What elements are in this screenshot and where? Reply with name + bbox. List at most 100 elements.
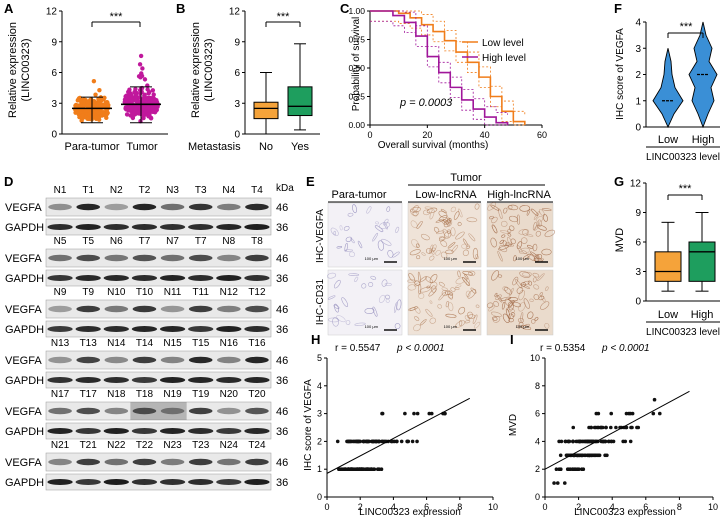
panel-i-point [571, 425, 576, 430]
panel-d-vegfa-band [132, 305, 157, 313]
panel-d-lane-label: N2 [110, 185, 123, 196]
panel-e-tissue-mark [487, 202, 496, 211]
panel-e-tissue-mark [352, 204, 357, 214]
panel-i-point [657, 411, 662, 416]
panel-i-axes: 0 2 4 6 8 10 0 2 4 6 8 10 [530, 353, 718, 512]
panel-c-pvalue: p = 0.0003 [399, 97, 453, 109]
panel-a-point [76, 110, 82, 115]
panel-d-lane-label: N24 [220, 440, 239, 451]
panel-e-tissue-mark [450, 287, 456, 292]
panel-d-row-label-gapdh: GAPDH [5, 324, 44, 336]
panel-h-x-tick-label: 0 [324, 502, 329, 512]
panel-d-gapdh-band [244, 275, 270, 281]
panel-e-tissue-mark [497, 250, 503, 262]
panel-e-tissue-mark [538, 295, 545, 301]
panel-e-tissue-mark [333, 279, 341, 289]
panel-e-tissue-mark [492, 316, 498, 321]
panel-g-y-tick-label: 0 [635, 297, 641, 308]
panel-d-vegfa-band [188, 254, 213, 262]
panel-d-gapdh-band [244, 377, 270, 383]
panel-i-point [576, 439, 580, 444]
panel-e-tissue-mark [429, 300, 433, 304]
panel-d-lane-label: N3 [166, 185, 179, 196]
panel-e-tissue-mark [426, 285, 431, 289]
panel-e-tissue-mark [327, 295, 336, 300]
panel-d-lane-label: N12 [220, 287, 239, 298]
panel-e-tissue-mark [368, 282, 374, 287]
panel-e-tissue-mark [502, 286, 508, 291]
panel-h-point [337, 467, 341, 472]
panel-e-tissue-mark [381, 279, 388, 287]
panel-i-points [544, 390, 690, 485]
panel-e-tissue-mark [527, 311, 534, 320]
panel-e-tissue-mark [438, 236, 446, 240]
panel-f-y-tick-label: 4 [635, 18, 641, 29]
panel-a-point [140, 66, 145, 71]
panel-d-lane-label: T13 [80, 338, 98, 349]
panel-h-point [399, 439, 404, 444]
panel-e-tissue-mark [508, 318, 514, 323]
panel-i-point [555, 481, 560, 485]
panel-e-tissue-mark [508, 300, 515, 308]
panel-c-y-tick-label: 1.00 [348, 6, 365, 16]
panel-e-tissue-mark [332, 317, 339, 327]
panel-i-x-tick-label: 8 [677, 502, 682, 512]
panel-a-point [133, 106, 138, 112]
panel-d-lane-label: N14 [107, 338, 126, 349]
panel-d-vegfa-band [245, 305, 269, 313]
panel-e-tissue-mark [498, 208, 503, 220]
panel-h-point [339, 467, 344, 472]
panel-e-tissue-mark [465, 290, 471, 298]
panel-d-vegfa-band [217, 407, 241, 415]
panel-e-tissue-mark [341, 297, 349, 307]
panel-e-tissue-mark [533, 284, 540, 290]
panel-i-point [628, 439, 633, 444]
panel-d-gapdh-band [244, 428, 270, 434]
panel-e-tissue-mark [425, 248, 432, 254]
panel-d-lane-label: N8 [222, 236, 235, 247]
panel-i-x-tick-label: 4 [610, 502, 615, 512]
panel-e-tissue-mark [507, 236, 512, 246]
panel-e-tissue-mark [414, 280, 421, 286]
panel-d-lane-label: N22 [107, 440, 126, 451]
panel-d-lane-label: T4 [251, 185, 263, 196]
panel-e-tissue-mark [453, 211, 460, 220]
panel-a-point [138, 53, 144, 59]
panel-i-point [624, 411, 629, 416]
panel-h-axes: 0 1 2 3 4 5 0 2 4 6 8 10 [317, 353, 498, 512]
panel-a-point [146, 91, 151, 96]
panel-d-vegfa-band [76, 407, 100, 415]
panel-a-letter: A [4, 1, 14, 16]
panel-h-point [379, 467, 384, 472]
panel-e-tissue-mark [354, 322, 366, 326]
panel-a-point [150, 88, 156, 93]
panel-e-tissue-mark [510, 312, 516, 317]
panel-e-tissue-mark [384, 282, 392, 286]
panel-d-lane-label: N9 [54, 287, 67, 298]
panel-e-tissue-mark [468, 233, 476, 242]
panel-d-lane-label: T2 [139, 185, 151, 196]
panel-e-tissue-mark [490, 237, 497, 248]
panel-h-point [412, 411, 416, 416]
panel-h-p: p < 0.0001 [396, 343, 445, 354]
panel-d-gapdh-band [159, 428, 186, 434]
panel-e-tissue-mark [505, 242, 512, 247]
panel-e-tissue-mark [381, 238, 392, 246]
panel-e-tissue-mark [366, 206, 372, 214]
panel-d-vegfa-band [104, 458, 129, 466]
panel-e-tissue-mark [498, 245, 510, 251]
panel-a-point [150, 105, 156, 111]
panel-e-tissue-mark [505, 243, 515, 247]
panel-d-gapdh-band [131, 275, 158, 281]
panel-e-tissue-mark [326, 272, 337, 279]
panel-d-gapdh-membrane [45, 473, 272, 491]
panel-e-tissue-mark [486, 302, 494, 309]
panel-e-tissue-mark [419, 286, 431, 293]
panel-e-scale-label: 100 μm [516, 256, 530, 261]
panel-d-vegfa-band [104, 305, 129, 313]
panel-e-tissue-mark [541, 248, 552, 256]
panel-e-tissue-mark [377, 240, 384, 251]
panel-h-point [371, 439, 375, 444]
panel-d-vegfa-membrane [45, 452, 272, 472]
panel-b-y-tick-label: 3 [234, 99, 240, 110]
